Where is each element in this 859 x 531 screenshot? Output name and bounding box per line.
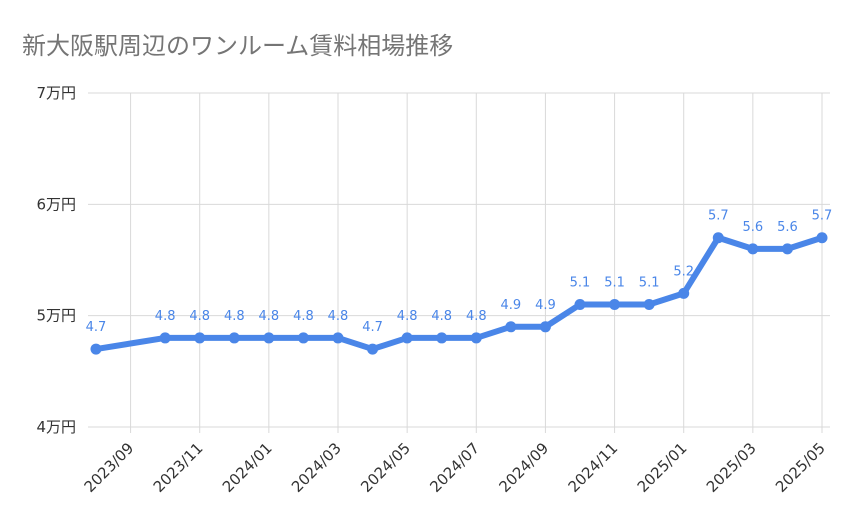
data-label: 4.8 xyxy=(293,309,314,324)
x-tick-label: 2024/03 xyxy=(288,439,345,496)
x-tick-label: 2024/11 xyxy=(565,439,622,496)
data-point xyxy=(505,321,517,333)
data-label: 5.6 xyxy=(743,220,764,235)
data-label: 4.7 xyxy=(362,320,383,335)
grid-lines xyxy=(88,92,830,433)
data-label: 5.1 xyxy=(570,276,591,291)
data-label: 4.9 xyxy=(535,298,556,313)
data-point xyxy=(367,343,379,355)
data-point xyxy=(609,299,621,311)
data-point xyxy=(539,321,551,333)
y-tick-label: 6万円 xyxy=(36,195,76,213)
x-tick-label: 2024/01 xyxy=(219,439,276,496)
data-point xyxy=(228,332,240,344)
y-tick-label: 4万円 xyxy=(36,418,76,436)
x-tick-label: 2025/05 xyxy=(772,439,829,496)
data-point xyxy=(332,332,344,344)
data-label: 4.9 xyxy=(501,298,522,313)
data-point xyxy=(401,332,413,344)
x-tick-label: 2024/09 xyxy=(495,439,552,496)
x-tick-label: 2025/01 xyxy=(634,439,691,496)
data-label: 4.8 xyxy=(328,309,349,324)
data-label: 4.8 xyxy=(155,309,176,324)
y-tick-label: 7万円 xyxy=(36,84,76,102)
data-point xyxy=(816,232,828,244)
data-point xyxy=(678,287,690,299)
x-tick-label: 2025/03 xyxy=(703,439,760,496)
data-label: 4.7 xyxy=(86,320,107,335)
data-point xyxy=(297,332,309,344)
data-label: 4.8 xyxy=(431,309,452,324)
chart-title: 新大阪駅周辺のワンルーム賃料相場推移 xyxy=(22,32,454,60)
x-axis-ticks: 2023/09 2023/11 2024/01 2024/03 2024/05 2024/… xyxy=(81,439,829,496)
data-label: 5.1 xyxy=(604,276,625,291)
series-points xyxy=(90,232,828,355)
data-label: 4.8 xyxy=(224,309,245,324)
data-point xyxy=(747,243,759,255)
data-point xyxy=(781,243,793,255)
data-label: 5.6 xyxy=(777,220,798,235)
data-label: 5.1 xyxy=(639,276,660,291)
data-label: 4.8 xyxy=(466,309,487,324)
data-label: 4.8 xyxy=(189,309,210,324)
data-label: 5.7 xyxy=(812,209,833,224)
data-label: 4.8 xyxy=(397,309,418,324)
series-line xyxy=(93,234,825,353)
x-tick-label: 2024/05 xyxy=(357,439,414,496)
data-point xyxy=(574,299,586,311)
data-point xyxy=(194,332,206,344)
data-point xyxy=(436,332,448,344)
data-point xyxy=(90,343,102,355)
data-label: 5.2 xyxy=(673,264,694,279)
x-tick-label: 2023/11 xyxy=(150,439,207,496)
data-point xyxy=(263,332,275,344)
data-point xyxy=(159,332,171,344)
y-tick-label: 5万円 xyxy=(36,307,76,325)
data-label: 5.7 xyxy=(708,209,729,224)
data-label: 4.8 xyxy=(259,309,280,324)
series-line-path xyxy=(93,234,825,353)
data-labels: 4.7 4.8 4.8 4.8 4.8 4.8 4.8 4.7 4.8 4.8 4.8 4.9 4.9 5… xyxy=(86,209,833,335)
data-point xyxy=(643,299,655,311)
x-tick-label: 2024/07 xyxy=(426,439,483,496)
data-point xyxy=(470,332,482,344)
data-point xyxy=(712,232,724,244)
x-tick-label: 2023/09 xyxy=(81,439,138,496)
y-axis-ticks: 4万円 5万円 6万円 7万円 xyxy=(36,84,76,436)
